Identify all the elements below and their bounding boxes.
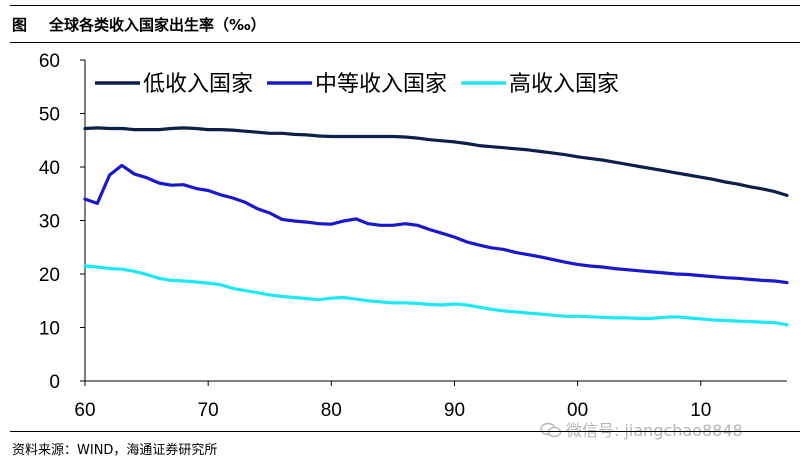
watermark-text: 微信号: jiangchao8848 [566, 421, 743, 440]
series-line-1 [83, 126, 789, 197]
legend-label-2: 中等收入国家 [315, 72, 447, 97]
x-tick-label: 60 [74, 400, 95, 421]
y-tick-label: 40 [39, 158, 60, 179]
legend-label-1: 低收入国家 [143, 72, 253, 97]
watermark: 微信号: jiangchao8848 [540, 417, 743, 441]
y-tick-label: 10 [39, 319, 60, 340]
figure-title: 图 全球各类收入国家出生率（‰） [12, 14, 266, 35]
series-line-3 [83, 264, 789, 327]
x-tick-label: 80 [321, 400, 342, 421]
x-tick-label: 70 [198, 400, 219, 421]
x-tick-label: 10 [690, 400, 711, 421]
axes: 0 10 20 30 40 50 60 60 70 80 90 00 10 [39, 51, 787, 421]
series-line-2 [83, 163, 789, 285]
x-tick-label: 90 [444, 400, 465, 421]
source-note: 资料来源：WIND，海通证券研究所 [12, 443, 218, 458]
chart-title: 全球各类收入国家出生率（‰） [49, 16, 266, 34]
y-tick-label: 60 [39, 51, 60, 72]
y-tick-label: 0 [49, 372, 60, 393]
title-rule [10, 42, 800, 43]
bottom-rule [10, 431, 800, 432]
legend-label-3: 高收入国家 [509, 72, 619, 97]
top-rule [10, 5, 800, 6]
y-tick-label: 50 [39, 105, 60, 126]
y-tick-label: 20 [39, 265, 60, 286]
x-tick-label: 00 [567, 400, 588, 421]
wechat-icon [540, 422, 562, 438]
y-tick-label: 30 [39, 212, 60, 233]
figure-label: 图 [12, 16, 28, 34]
series-lines [83, 126, 789, 327]
legend: 低收入国家 中等收入国家 高收入国家 [95, 72, 619, 97]
